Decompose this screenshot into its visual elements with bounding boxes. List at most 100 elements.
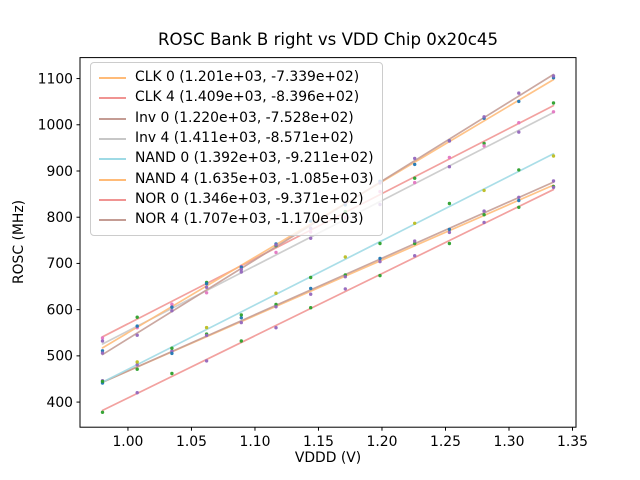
- y-tick-label: 900: [46, 164, 73, 180]
- legend-swatch: [99, 117, 126, 120]
- data-point: [413, 176, 417, 180]
- data-point: [135, 363, 139, 367]
- data-point: [343, 275, 347, 279]
- legend-item-nand-0: NAND 0 (1.392e+03, -9.211e+02): [99, 149, 374, 169]
- data-point: [135, 360, 139, 364]
- data-point: [239, 267, 243, 272]
- data-point: [274, 243, 278, 247]
- data-point: [204, 285, 209, 289]
- x-tick-label: 1.20: [367, 434, 398, 450]
- x-tick-label: 1.35: [557, 434, 588, 450]
- data-point: [135, 367, 139, 371]
- x-tick-label: 1.10: [239, 434, 270, 450]
- data-point: [170, 305, 174, 309]
- data-point: [482, 144, 486, 148]
- data-point: [204, 282, 209, 286]
- data-point: [343, 255, 347, 259]
- data-point: [274, 291, 278, 295]
- data-point: [378, 259, 382, 264]
- data-point: [239, 339, 243, 343]
- legend-swatch: [99, 97, 126, 100]
- data-point: [482, 188, 486, 193]
- data-point: [309, 286, 313, 291]
- legend-label: CLK 4 (1.409e+03, -8.396e+02): [135, 89, 360, 106]
- data-point: [517, 198, 521, 203]
- legend-label: NOR 4 (1.707e+03, -1.170e+03): [135, 211, 364, 228]
- data-point: [204, 291, 209, 295]
- y-tick-label: 500: [46, 349, 73, 365]
- data-point: [517, 121, 521, 125]
- data-point: [413, 241, 417, 246]
- data-point: [517, 205, 521, 209]
- y-tick-label: 1000: [38, 118, 73, 134]
- data-point: [413, 180, 417, 185]
- legend-label: CLK 0 (1.201e+03, -7.339e+02): [135, 69, 360, 86]
- legend-swatch: [99, 198, 126, 201]
- data-point: [413, 239, 417, 243]
- data-point: [170, 346, 174, 350]
- chart-title: ROSC Bank B right vs VDD Chip 0x20c45: [157, 30, 499, 49]
- legend-swatch: [99, 219, 126, 222]
- data-point: [517, 195, 521, 199]
- data-point: [170, 309, 174, 313]
- data-point: [551, 74, 556, 78]
- data-point: [551, 179, 556, 183]
- legend-item-clk-0: CLK 0 (1.201e+03, -7.339e+02): [99, 68, 374, 88]
- data-point: [482, 220, 486, 225]
- data-point: [413, 221, 417, 225]
- data-point: [170, 302, 174, 306]
- data-point: [551, 185, 556, 190]
- data-point: [343, 287, 347, 291]
- legend-swatch: [99, 77, 126, 80]
- legend-label: NOR 0 (1.346e+03, -9.371e+02): [135, 190, 364, 207]
- x-axis-label: VDDD (V): [294, 450, 362, 466]
- data-point: [517, 130, 521, 134]
- data-point: [517, 91, 521, 95]
- data-point: [551, 110, 556, 114]
- data-point: [204, 325, 209, 330]
- data-point: [135, 324, 139, 328]
- data-point: [413, 254, 417, 258]
- data-point: [239, 270, 243, 274]
- data-point: [100, 351, 105, 355]
- data-point: [447, 241, 452, 246]
- data-point: [482, 209, 486, 213]
- data-point: [100, 339, 105, 343]
- y-tick-label: 800: [46, 210, 73, 226]
- data-point: [482, 141, 486, 146]
- data-point: [413, 162, 417, 167]
- data-point: [309, 292, 313, 296]
- legend-item-nor-4: NOR 4 (1.707e+03, -1.170e+03): [99, 210, 374, 230]
- x-tick-label: 1.05: [176, 434, 207, 450]
- legend-swatch: [99, 178, 126, 181]
- data-point: [482, 115, 486, 119]
- data-point: [135, 391, 139, 395]
- data-point: [239, 316, 243, 320]
- data-point: [135, 333, 139, 337]
- data-point: [170, 371, 174, 376]
- legend-item-nor-0: NOR 0 (1.346e+03, -9.371e+02): [99, 190, 374, 210]
- x-tick-label: 1.00: [112, 434, 143, 450]
- data-point: [482, 213, 486, 217]
- legend-item-inv-4: Inv 4 (1.411e+03, -8.571e+02): [99, 129, 374, 149]
- data-point: [447, 227, 452, 232]
- data-point: [170, 351, 174, 356]
- data-point: [551, 154, 556, 158]
- fit-line-inv-0: [101, 181, 555, 384]
- legend-item-nand-4: NAND 4 (1.635e+03, -1.085e+03): [99, 169, 374, 189]
- y-axis-label: ROSC (MHz): [11, 199, 27, 285]
- data-point: [204, 359, 209, 363]
- data-point: [100, 336, 105, 340]
- legend-item-clk-4: CLK 4 (1.409e+03, -8.396e+02): [99, 88, 374, 108]
- data-point: [309, 306, 313, 310]
- legend-item-inv-0: Inv 0 (1.220e+03, -7.528e+02): [99, 109, 374, 129]
- y-tick-label: 700: [46, 256, 73, 272]
- legend-swatch: [99, 158, 126, 161]
- data-point: [447, 165, 452, 169]
- data-point: [378, 241, 382, 246]
- plot-spines: [79, 57, 577, 428]
- fit-line-nor-0: [101, 188, 555, 412]
- legend-label: NAND 4 (1.635e+03, -1.085e+03): [135, 170, 374, 187]
- data-point: [378, 256, 382, 261]
